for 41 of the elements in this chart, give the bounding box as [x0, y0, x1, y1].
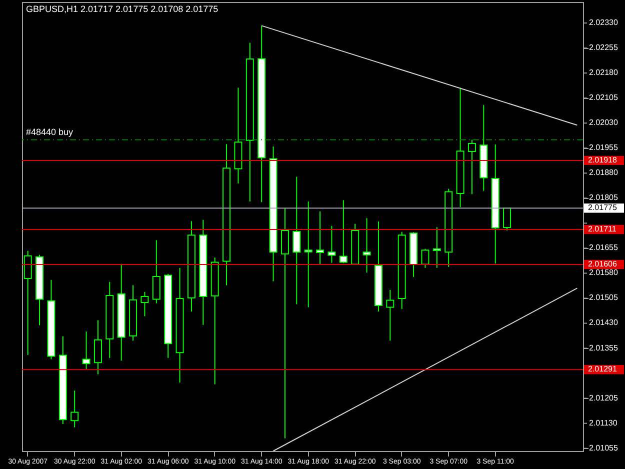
candlestick [70, 390, 79, 428]
y-tick-label: 2.01505 [589, 293, 618, 302]
y-tick-label: 2.01130 [589, 418, 618, 428]
candlestick [94, 320, 102, 375]
y-tick-label: 2.02330 [589, 18, 618, 28]
chart-title: GBPUSD,H1 2.01717 2.01775 2.01708 2.01775 [26, 4, 218, 14]
candlestick [280, 208, 289, 439]
ref-line-label: 2.01711 [588, 224, 617, 234]
candlestick [292, 176, 301, 305]
candlestick [24, 250, 32, 356]
y-tick-label: 2.01655 [589, 243, 618, 252]
ref-line-label: 2.01291 [588, 364, 618, 374]
y-tick-label: 2.02030 [589, 118, 618, 128]
y-tick-label: 2.02105 [589, 93, 618, 102]
candlestick [386, 289, 394, 342]
candlestick [140, 291, 149, 317]
candlestick [468, 139, 476, 195]
y-tick-label: 2.01055 [589, 443, 618, 452]
y-tick-label: 2.01805 [589, 193, 618, 202]
candlestick [432, 226, 441, 268]
ref-line-label: 2.01606 [588, 260, 618, 269]
y-tick-label: 2.01580 [589, 268, 618, 278]
candlestick [316, 210, 324, 266]
candlestick [362, 218, 371, 274]
y-tick-label: 2.01355 [589, 343, 618, 352]
candlestick [503, 208, 512, 232]
candlestick [82, 331, 90, 370]
candlestick [421, 248, 430, 268]
y-tick-label: 2.02180 [589, 68, 618, 78]
candlestick [328, 225, 336, 264]
y-tick-label: 2.01430 [589, 318, 618, 328]
ref-line-label: #48440 buy [26, 126, 74, 137]
candlestick [304, 200, 312, 308]
y-tick-label: 2.01880 [589, 168, 618, 178]
ref-line-label: 2.01918 [588, 155, 618, 164]
y-tick-label: 2.02255 [589, 43, 618, 52]
y-tick-label: 2.01955 [589, 143, 618, 152]
candlestick [152, 240, 160, 304]
y-tick-label: 2.01205 [589, 393, 618, 402]
candlestick [339, 200, 348, 264]
ref-line-label: 2.01775 [588, 203, 618, 212]
